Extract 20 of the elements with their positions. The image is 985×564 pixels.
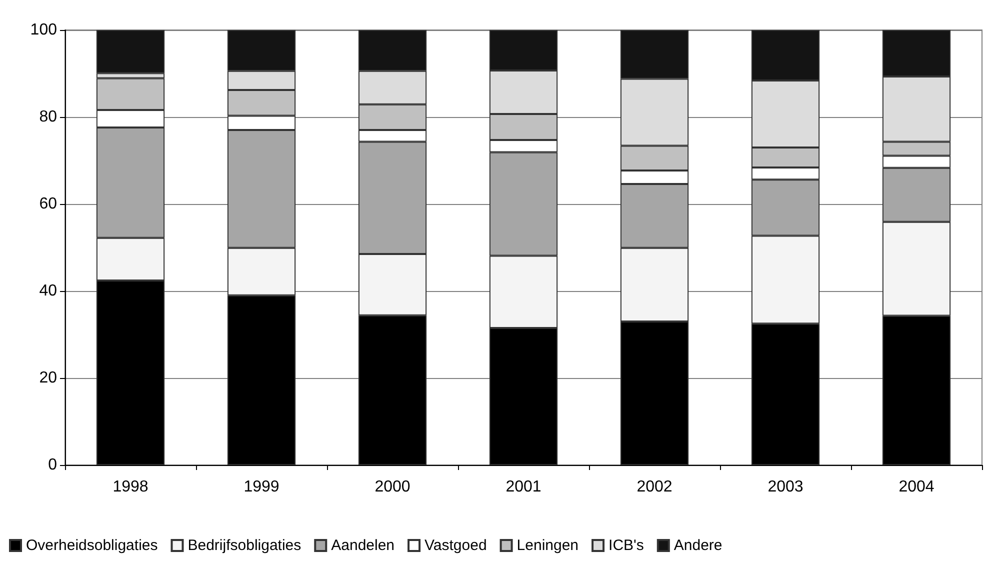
x-tick-label: 2003	[768, 478, 804, 496]
y-tick-label: 60	[39, 196, 58, 212]
y-tick-label: 100	[30, 22, 58, 38]
y-tick-label: 40	[39, 282, 58, 300]
legend-label: Bedrijfsobligaties	[188, 537, 302, 554]
x-tick-label: 1999	[244, 478, 280, 496]
x-tick-label: 2000	[374, 478, 410, 496]
legend-label: ICB's	[608, 537, 644, 554]
x-tick-label: 2002	[636, 478, 672, 496]
legend-label: Leningen	[516, 537, 579, 554]
y-tick-label: 80	[39, 108, 58, 126]
x-tick-label: 2001	[506, 478, 542, 496]
legend-label: Andere	[674, 537, 722, 554]
y-tick-label: 0	[48, 456, 58, 474]
legend-label: Overheidsobligaties	[26, 537, 158, 554]
legend-label: Vastgoed	[424, 537, 487, 554]
y-tick-label: 20	[39, 370, 58, 386]
x-tick-label: 2004	[898, 478, 934, 496]
legend-label: Aandelen	[331, 537, 395, 554]
x-tick-label: 1998	[112, 478, 148, 496]
